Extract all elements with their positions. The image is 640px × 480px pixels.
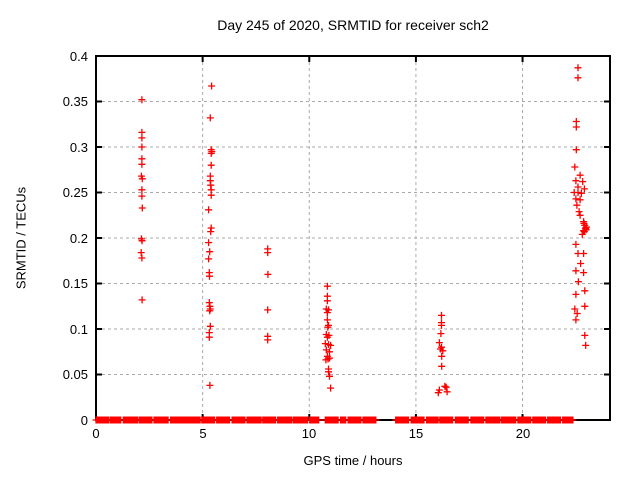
y-tick-label: 0.25 bbox=[62, 185, 88, 200]
y-tick-label: 0.15 bbox=[62, 276, 88, 291]
y-tick-label: 0.2 bbox=[69, 231, 88, 246]
axis-ticks bbox=[95, 55, 610, 421]
plot-border bbox=[95, 55, 611, 421]
y-tick-label: 0.3 bbox=[69, 140, 88, 155]
x-tick-label: 5 bbox=[199, 426, 207, 441]
gridlines bbox=[96, 55, 610, 420]
x-tick-label: 15 bbox=[408, 426, 424, 441]
chart-title: Day 245 of 2020, SRMTID for receiver sch… bbox=[217, 17, 489, 33]
y-tick-label: 0.4 bbox=[69, 49, 88, 64]
y-tick-label: 0 bbox=[80, 413, 88, 428]
data-point-markers bbox=[92, 64, 590, 424]
x-tick-label: 10 bbox=[301, 426, 317, 441]
y-tick-label: 0.35 bbox=[62, 94, 88, 109]
x-tick-label: 20 bbox=[515, 426, 531, 441]
y-tick-label: 0.05 bbox=[62, 367, 88, 382]
x-axis-label: GPS time / hours bbox=[303, 453, 403, 468]
x-tick-label: 0 bbox=[92, 426, 100, 441]
y-tick-label: 0.1 bbox=[69, 322, 88, 337]
